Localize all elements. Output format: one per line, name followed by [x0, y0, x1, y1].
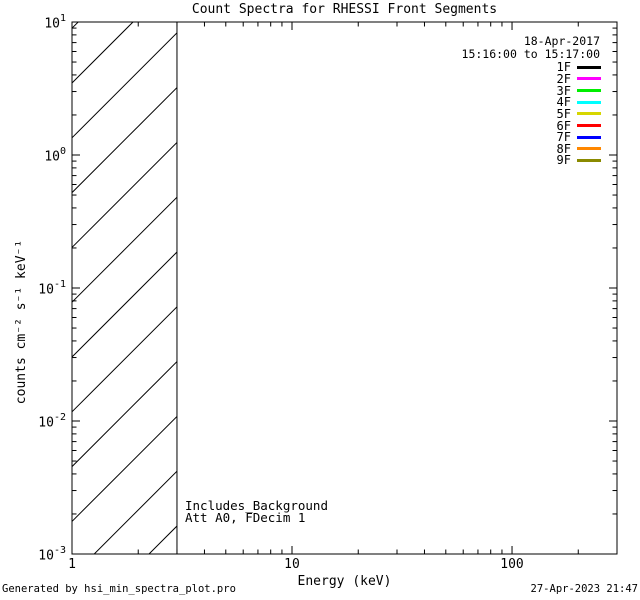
legend-label: 7F: [556, 130, 571, 145]
legend-color-line: [577, 89, 601, 93]
legend-color-line: [577, 112, 601, 116]
plot-line: [148, 525, 177, 554]
legend-row: 9F: [557, 154, 601, 166]
plot-line: [72, 196, 177, 303]
legend-label: 4F: [556, 95, 571, 110]
legend-color-line: [577, 135, 601, 139]
legend-color-line: [577, 65, 601, 69]
x-axis-label: Energy (keV): [297, 574, 392, 589]
y-tick-label: 10-2: [38, 412, 66, 431]
chart-title: Count Spectra for RHESSI Front Segments: [191, 2, 498, 17]
plot-line: [72, 142, 177, 248]
legend-color-line: [577, 77, 601, 81]
legend-label: 8F: [556, 141, 571, 156]
plot-line: [72, 32, 177, 139]
legend-label: 3F: [556, 83, 571, 98]
footer-timestamp: 27-Apr-2023 21:47: [530, 583, 638, 595]
legend-row: 8F: [557, 143, 601, 155]
y-tick-label: 10-3: [38, 545, 66, 564]
observation-date: 18-Apr-2017: [523, 34, 600, 48]
legend-color-line: [577, 147, 601, 151]
y-tick-label: 101: [44, 13, 66, 32]
plot-frame: [71, 21, 618, 555]
legend-row: 5F: [557, 108, 601, 120]
plot-line: [72, 22, 134, 84]
footer-generator-credit: Generated by hsi_min_spectra_plot.pro: [2, 583, 236, 595]
plot-line: [72, 306, 177, 413]
legend-color-line: [577, 124, 601, 127]
annotation-includes-background: Includes_Background: [185, 498, 328, 513]
legend-label: 9F: [556, 153, 571, 168]
hatched-background-band: [72, 22, 177, 554]
legend-row: 2F: [557, 73, 601, 85]
legend-color-line: [577, 100, 601, 104]
legend-row: 4F: [557, 96, 601, 108]
legend-label: 6F: [556, 118, 571, 133]
plot-line: [72, 416, 177, 522]
x-tick-label: 10: [284, 557, 300, 572]
annotation-attenuator-state: Att A0, FDecim 1: [185, 509, 306, 525]
legend-label: 1F: [556, 60, 571, 75]
legend-color-line: [577, 158, 601, 162]
plot-line: [72, 87, 177, 193]
y-tick-label: 10-1: [38, 279, 66, 298]
legend-row: 6F: [557, 120, 601, 132]
plot-line: [93, 470, 177, 554]
plot-line: [72, 251, 177, 358]
x-tick-label: 1: [68, 557, 76, 572]
legend-row: 7F: [557, 131, 601, 143]
x-tick-label: 100: [500, 557, 524, 572]
y-axis-label: counts cm⁻² s⁻¹ keV⁻¹: [14, 239, 29, 405]
legend-row: 1F: [557, 61, 601, 73]
legend-label: 2F: [556, 71, 571, 86]
plot-line: [72, 361, 177, 467]
legend-row: 3F: [557, 85, 601, 97]
legend-label: 5F: [556, 106, 571, 121]
y-tick-label: 100: [44, 146, 66, 165]
observation-time-range: 15:16:00 to 15:17:00: [461, 47, 600, 61]
